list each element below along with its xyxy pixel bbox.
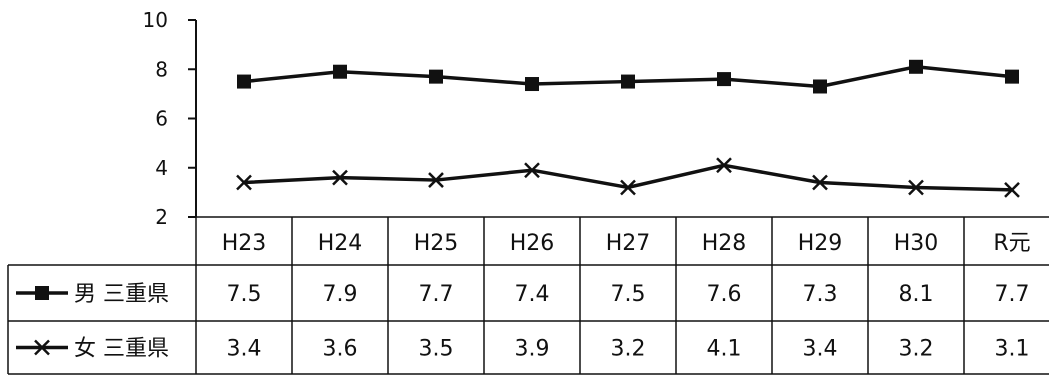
legend-marker-x xyxy=(34,339,50,356)
data-label: 7.9 xyxy=(323,282,358,307)
data-label: 7.5 xyxy=(227,282,262,307)
data-point-x-stroke xyxy=(236,174,252,191)
data-label: 3.5 xyxy=(419,337,454,362)
data-point-x xyxy=(332,169,348,186)
data-point-square xyxy=(1005,69,1019,84)
data-point-x-stroke xyxy=(908,179,924,196)
x-category-label: H28 xyxy=(702,231,747,256)
data-point-x-stroke xyxy=(428,172,444,188)
data-label: 7.7 xyxy=(995,282,1030,307)
data-label: 3.4 xyxy=(803,337,838,362)
x-category-label: R元 xyxy=(993,231,1030,256)
x-category-label: H30 xyxy=(894,231,939,256)
data-label: 7.3 xyxy=(803,282,838,307)
x-category-label: H27 xyxy=(606,231,651,256)
data-point-x xyxy=(812,174,828,191)
y-tick-label: 4 xyxy=(155,156,168,180)
data-table: H23 H24 H25 H26 H27 H28 H29 H30 R元男 三重県 7.5 7.9 7.7… xyxy=(7,216,1049,375)
data-point-x-stroke xyxy=(716,157,732,174)
data-point-square xyxy=(333,64,347,79)
data-point-x-stroke xyxy=(332,169,348,186)
data-point-x xyxy=(908,179,924,196)
y-tick-label: 6 xyxy=(155,107,168,131)
data-label: 3.1 xyxy=(995,337,1030,362)
y-tick-label: 2 xyxy=(155,205,168,229)
data-point-square xyxy=(813,79,827,94)
data-label: 7.7 xyxy=(419,282,454,307)
data-point-square xyxy=(717,72,731,87)
data-label: 7.4 xyxy=(515,282,550,307)
data-point-x xyxy=(524,162,540,179)
x-category-label: H23 xyxy=(222,231,267,256)
legend-label: 男 三重県 xyxy=(74,282,169,307)
data-label: 3.2 xyxy=(899,337,934,362)
data-point-x-stroke xyxy=(1004,182,1020,198)
data-point-x-stroke xyxy=(620,179,636,196)
x-category-label: H25 xyxy=(414,231,459,256)
data-point-square xyxy=(525,77,539,92)
data-point-x xyxy=(716,157,732,174)
y-tick-label: 8 xyxy=(155,57,168,81)
data-label: 3.9 xyxy=(515,337,550,362)
data-point-square xyxy=(621,74,635,89)
data-point-x xyxy=(428,172,444,188)
data-label: 3.2 xyxy=(611,337,646,362)
x-category-label: H26 xyxy=(510,231,555,256)
plot-area: 2 4 6 8 10 xyxy=(143,8,1020,229)
data-point-x xyxy=(620,179,636,196)
data-point-square xyxy=(429,69,443,84)
x-category-label: H24 xyxy=(318,231,363,256)
legend-marker-square xyxy=(35,286,49,300)
data-point-x xyxy=(1004,182,1020,198)
y-tick-label: 10 xyxy=(143,8,168,32)
data-label: 3.4 xyxy=(227,337,262,362)
data-label: 4.1 xyxy=(707,337,742,362)
x-category-label: H29 xyxy=(798,231,843,256)
data-label: 7.5 xyxy=(611,282,646,307)
data-point-square xyxy=(237,74,251,89)
legend-label: 女 三重県 xyxy=(74,337,169,362)
data-label: 8.1 xyxy=(899,282,934,307)
data-point-x-stroke xyxy=(524,162,540,179)
data-point-x-stroke xyxy=(812,174,828,191)
data-point-square xyxy=(909,59,923,74)
data-point-x xyxy=(236,174,252,191)
data-label: 3.6 xyxy=(323,337,358,362)
data-label: 7.6 xyxy=(707,282,742,307)
